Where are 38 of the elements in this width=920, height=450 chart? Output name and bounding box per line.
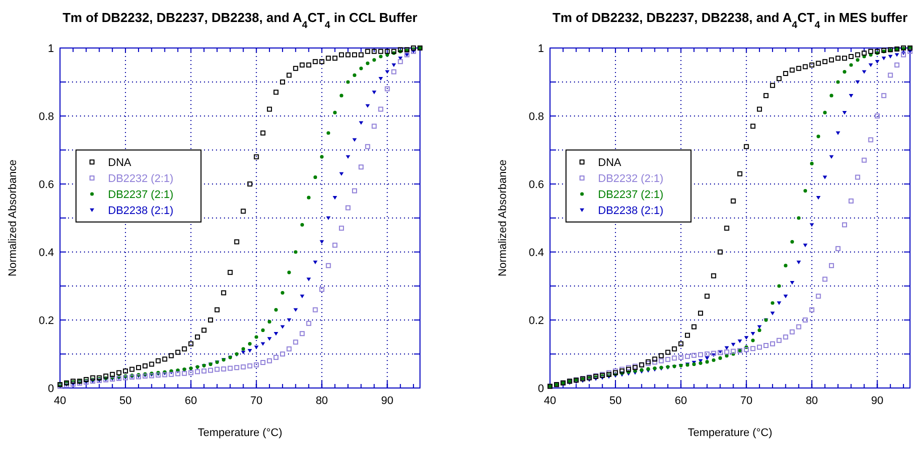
x-tick-label: 50 <box>119 395 132 407</box>
y-tick-label: 0.2 <box>528 315 544 327</box>
chart-title: Tm of DB2232, DB2237, DB2238, and A$_{4}$CT$_{4}$ in CCL Buffer <box>62 10 418 30</box>
legend-label: DNA <box>598 157 622 169</box>
legend-label: DB2237 (2:1) <box>598 189 664 201</box>
legend-label: DB2237 (2:1) <box>108 189 174 201</box>
x-axis-title: Temperature (°C) <box>688 427 772 439</box>
y-axis-title: Normalized Absorbance <box>497 160 509 276</box>
chart-title: Tm of DB2232, DB2237, DB2238, and A$_{4}$CT$_{4}$ in MES buffer <box>552 10 908 30</box>
y-tick-label: 0.6 <box>38 179 54 191</box>
x-tick-label: 60 <box>184 395 198 407</box>
x-tick-label: 40 <box>544 395 556 407</box>
y-tick-label: 0.2 <box>38 315 54 327</box>
y-tick-label: 0 <box>48 383 54 395</box>
y-tick-label: 0 <box>538 383 544 395</box>
x-tick-label: 50 <box>609 395 622 407</box>
x-axis-title: Temperature (°C) <box>198 427 282 439</box>
legend-label: DB2238 (2:1) <box>598 205 664 217</box>
x-tick-label: 90 <box>381 395 394 407</box>
y-tick-label: 0.6 <box>528 179 544 191</box>
y-tick-label: 0.4 <box>528 247 544 259</box>
y-tick-label: 0.8 <box>38 111 54 123</box>
legend-label: DB2232 (2:1) <box>108 173 174 185</box>
legend-label: DNA <box>108 157 132 169</box>
x-tick-label: 60 <box>674 395 688 407</box>
legend-label: DB2238 (2:1) <box>108 205 174 217</box>
y-tick-label: 1 <box>48 43 54 55</box>
y-tick-label: 0.8 <box>528 111 544 123</box>
x-tick-label: 90 <box>871 395 884 407</box>
x-tick-label: 70 <box>740 395 752 407</box>
x-tick-label: 80 <box>806 395 818 407</box>
x-tick-label: 70 <box>250 395 262 407</box>
legend-label: DB2232 (2:1) <box>598 173 664 185</box>
y-tick-label: 0.4 <box>38 247 54 259</box>
y-axis-title: Normalized Absorbance <box>7 160 19 276</box>
x-tick-label: 80 <box>316 395 328 407</box>
x-tick-label: 40 <box>54 395 66 407</box>
y-tick-label: 1 <box>538 43 544 55</box>
